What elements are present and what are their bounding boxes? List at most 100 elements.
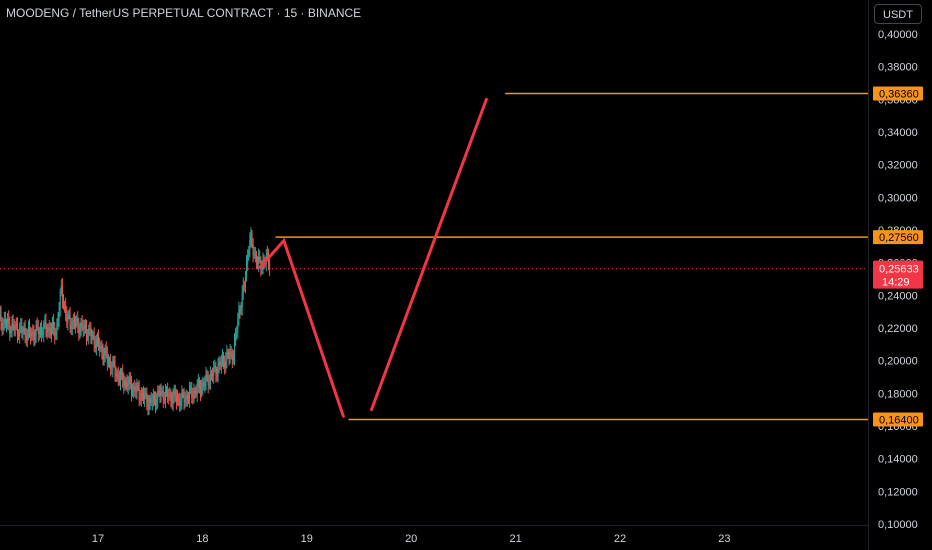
candle-body bbox=[181, 392, 183, 402]
candle-body bbox=[201, 387, 203, 394]
candle-body bbox=[170, 393, 172, 400]
candle-body bbox=[15, 324, 17, 326]
candle-body bbox=[124, 381, 126, 387]
candle-body bbox=[0, 313, 2, 323]
candle-body bbox=[61, 286, 63, 301]
candle-body bbox=[209, 373, 211, 383]
candle-body bbox=[32, 331, 34, 334]
candle-body bbox=[121, 371, 123, 375]
candle-body bbox=[195, 390, 197, 395]
candle-body bbox=[215, 366, 217, 375]
candle-body bbox=[116, 372, 118, 376]
candle-body bbox=[192, 395, 194, 398]
candle-body bbox=[13, 325, 15, 330]
candle-body bbox=[255, 254, 257, 263]
candle-body bbox=[140, 392, 142, 400]
candle-body bbox=[182, 392, 184, 395]
candle-body bbox=[89, 328, 91, 331]
candle-body bbox=[56, 324, 58, 333]
candle-body bbox=[230, 352, 232, 354]
candle-body bbox=[92, 334, 94, 336]
candle-body bbox=[227, 352, 229, 356]
candle-body bbox=[130, 383, 132, 394]
candle-body bbox=[9, 323, 11, 334]
candle-body bbox=[87, 336, 89, 338]
candle-body bbox=[191, 387, 193, 396]
candle-body bbox=[239, 309, 241, 311]
candle-body bbox=[216, 374, 218, 376]
candle-body bbox=[69, 314, 71, 326]
candle-body bbox=[66, 314, 68, 323]
candle-body bbox=[258, 256, 260, 264]
candle-body bbox=[21, 325, 23, 333]
candle-body bbox=[93, 334, 95, 344]
candle-body bbox=[257, 262, 259, 264]
candle-body bbox=[207, 376, 209, 386]
candle-body bbox=[186, 395, 188, 400]
candle-body bbox=[111, 369, 113, 371]
current-price-label-bg bbox=[873, 260, 923, 289]
candle-body bbox=[84, 324, 86, 328]
candle-body bbox=[119, 374, 121, 383]
candle-body bbox=[153, 395, 155, 399]
candle-body bbox=[251, 235, 253, 244]
candle-body bbox=[164, 390, 166, 401]
y-tick-label: 0,34000 bbox=[878, 127, 918, 139]
candle-body bbox=[157, 390, 159, 401]
candle-body bbox=[269, 263, 271, 269]
candle-body bbox=[117, 372, 119, 379]
candle-body bbox=[159, 392, 161, 396]
candle-body bbox=[136, 385, 138, 392]
candle-body bbox=[244, 277, 246, 286]
candle-body bbox=[34, 335, 36, 340]
projection-path[interactable] bbox=[258, 237, 345, 418]
y-tick-label: 0,10000 bbox=[878, 519, 918, 531]
candle-body bbox=[45, 321, 47, 330]
candle-body bbox=[7, 318, 9, 324]
candle-body bbox=[237, 320, 239, 332]
level-label: 0,36360 bbox=[879, 88, 919, 100]
candle-body bbox=[232, 357, 234, 361]
candle-body bbox=[205, 374, 207, 384]
candle-body bbox=[100, 345, 102, 349]
candle-body bbox=[173, 389, 175, 397]
current-price-label: 0,25633 bbox=[879, 264, 919, 276]
candle-body bbox=[261, 267, 263, 269]
candle-body bbox=[213, 368, 215, 376]
projection-path[interactable] bbox=[370, 97, 488, 412]
candle-body bbox=[168, 396, 170, 398]
candle-body bbox=[44, 321, 46, 324]
candle-body bbox=[30, 333, 32, 337]
candle-body bbox=[150, 398, 152, 403]
currency-button[interactable]: USDT bbox=[874, 4, 922, 24]
candle-body bbox=[36, 325, 38, 328]
candle-body bbox=[134, 386, 136, 391]
candle-body bbox=[102, 351, 104, 360]
candle-body bbox=[78, 325, 80, 334]
candle-body bbox=[62, 300, 64, 306]
candle-body bbox=[53, 321, 55, 330]
price-axis-separator bbox=[868, 0, 869, 550]
candle-body bbox=[196, 387, 198, 395]
x-tick-label: 21 bbox=[509, 533, 521, 545]
candle-body bbox=[75, 322, 77, 326]
candle-body bbox=[249, 239, 251, 251]
candle-body bbox=[128, 377, 130, 384]
candle-body bbox=[71, 321, 73, 329]
candle-body bbox=[57, 320, 59, 325]
candle-body bbox=[219, 361, 221, 366]
candle-body bbox=[253, 254, 255, 256]
candle-body bbox=[240, 308, 242, 311]
level-label: 0,27560 bbox=[879, 232, 919, 244]
candle-body bbox=[177, 397, 179, 402]
candle-body bbox=[241, 293, 243, 309]
y-tick-label: 0,40000 bbox=[878, 29, 918, 41]
level-label-bg bbox=[873, 86, 923, 101]
candle-body bbox=[27, 327, 29, 333]
candle-body bbox=[235, 333, 237, 342]
candle-body bbox=[67, 315, 69, 323]
candle-body bbox=[174, 389, 176, 397]
candle-body bbox=[12, 322, 14, 326]
symbol-title[interactable]: MOODENG / TetherUS PERPETUAL CONTRACT · … bbox=[6, 6, 362, 20]
